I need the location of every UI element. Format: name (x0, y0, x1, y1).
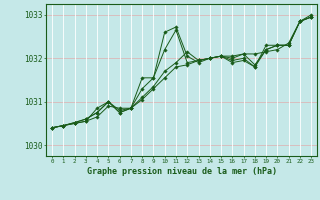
X-axis label: Graphe pression niveau de la mer (hPa): Graphe pression niveau de la mer (hPa) (87, 167, 276, 176)
